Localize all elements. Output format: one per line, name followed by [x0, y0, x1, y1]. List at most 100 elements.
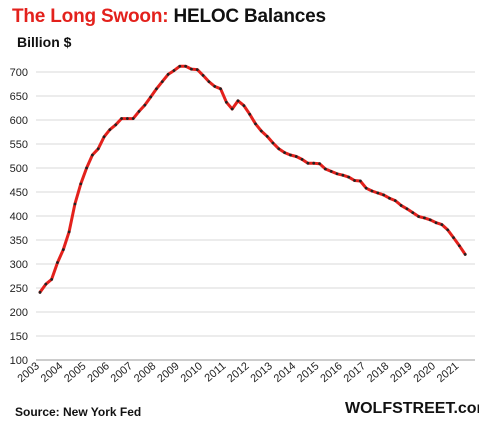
- data-point: [50, 277, 54, 281]
- data-point: [230, 107, 234, 111]
- data-point: [428, 218, 432, 222]
- data-point: [364, 186, 368, 190]
- data-point: [207, 80, 211, 83]
- data-point: [306, 161, 310, 165]
- data-point: [224, 100, 228, 104]
- chart-title-main: HELOC Balances: [173, 6, 326, 27]
- y-tick-label: 600: [10, 115, 28, 127]
- data-point: [236, 99, 240, 103]
- data-point: [294, 155, 298, 158]
- data-point: [85, 166, 88, 170]
- data-point: [143, 103, 147, 107]
- y-tick-label: 350: [10, 235, 28, 247]
- data-point: [271, 141, 275, 145]
- data-point: [417, 215, 420, 218]
- x-tick-label: 2019: [388, 360, 414, 385]
- data-point: [242, 104, 246, 107]
- x-tick-label: 2005: [62, 360, 88, 385]
- data-point: [259, 129, 263, 133]
- y-tick-label: 700: [10, 67, 28, 79]
- x-tick-label: 2021: [435, 360, 461, 385]
- x-tick-label: 2008: [132, 360, 158, 385]
- data-point: [405, 207, 409, 211]
- data-point: [341, 173, 345, 177]
- x-tick-label: 2020: [412, 360, 438, 385]
- data-point: [96, 147, 100, 151]
- data-point: [79, 182, 83, 186]
- brand-watermark: WOLFSTREET.com: [345, 400, 479, 417]
- y-tick-label: 450: [10, 187, 28, 199]
- data-point: [73, 202, 77, 206]
- y-tick-label: 400: [10, 211, 28, 223]
- data-point: [289, 153, 292, 157]
- data-point: [137, 109, 141, 113]
- chart-title-prefix: The Long Swoon:: [12, 6, 169, 27]
- x-tick-label: 2018: [365, 360, 391, 385]
- data-point: [335, 172, 339, 176]
- series-line: [38, 64, 467, 294]
- data-point: [300, 157, 304, 161]
- data-point: [376, 191, 380, 195]
- data-point: [178, 64, 182, 68]
- data-point: [213, 85, 217, 88]
- data-point: [160, 80, 164, 83]
- x-tick-label: 2004: [39, 360, 65, 385]
- data-point: [114, 123, 118, 127]
- data-point: [201, 73, 205, 77]
- data-point: [411, 211, 415, 215]
- source-note: Source: New York Fed: [15, 405, 142, 419]
- data-point: [248, 112, 252, 116]
- x-tick-label: 2017: [342, 360, 368, 385]
- data-point: [347, 175, 351, 179]
- data-point: [423, 216, 426, 220]
- data-point: [323, 167, 327, 171]
- data-point: [166, 73, 170, 76]
- chart-title: The Long Swoon: HELOC Balances: [12, 6, 326, 28]
- data-point: [388, 196, 391, 200]
- data-point: [283, 151, 287, 155]
- data-point: [440, 223, 444, 227]
- data-point: [254, 122, 257, 126]
- y-axis-label: Billion $: [17, 34, 72, 50]
- x-tick-label: 2016: [318, 360, 344, 385]
- x-tick-label: 2012: [225, 360, 251, 385]
- data-point: [219, 87, 222, 91]
- data-point: [265, 134, 269, 138]
- data-point: [120, 117, 123, 120]
- x-tick-label: 2015: [295, 360, 321, 385]
- data-point: [131, 117, 135, 120]
- data-point: [172, 69, 176, 72]
- data-point: [56, 261, 59, 264]
- y-tick-label: 200: [10, 307, 28, 319]
- data-point: [38, 290, 42, 294]
- data-point: [155, 87, 158, 91]
- data-point: [184, 64, 188, 68]
- x-tick-label: 2011: [202, 360, 228, 384]
- x-tick-label: 2013: [248, 360, 274, 385]
- data-point: [195, 68, 199, 71]
- data-point: [67, 230, 71, 234]
- data-point: [370, 189, 374, 193]
- data-point: [91, 153, 94, 157]
- data-point: [108, 128, 112, 132]
- y-tick-label: 650: [10, 91, 28, 103]
- y-tick-label: 500: [10, 163, 28, 175]
- y-tick-label: 250: [10, 283, 28, 295]
- data-point: [312, 161, 316, 165]
- data-point: [277, 147, 281, 151]
- data-point: [149, 95, 153, 99]
- data-point: [61, 248, 65, 252]
- data-point: [434, 221, 438, 225]
- data-point: [353, 179, 356, 182]
- y-tick-label: 150: [10, 331, 28, 343]
- data-point: [463, 253, 467, 256]
- y-tick-label: 100: [10, 355, 28, 367]
- data-point: [452, 236, 455, 240]
- data-point: [190, 67, 193, 71]
- data-point: [358, 179, 362, 183]
- y-tick-label: 300: [10, 259, 28, 271]
- data-point: [44, 282, 48, 286]
- x-tick-label: 2007: [109, 360, 135, 385]
- data-point: [457, 244, 461, 248]
